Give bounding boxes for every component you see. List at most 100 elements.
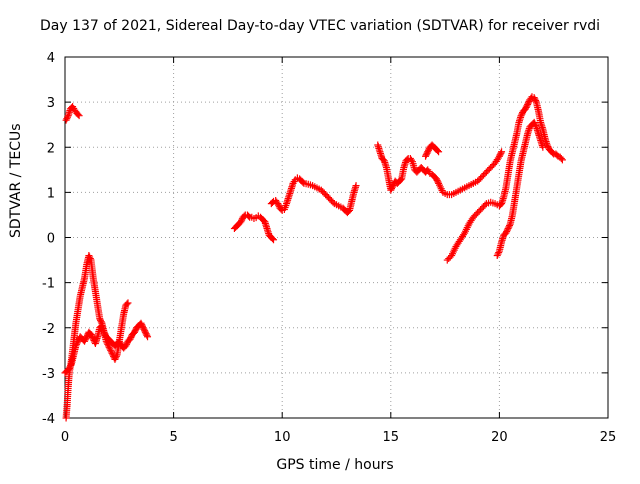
data-point xyxy=(558,156,566,164)
data-point xyxy=(89,334,97,342)
data-point xyxy=(66,363,74,371)
data-point xyxy=(141,327,149,335)
x-tick-label: 5 xyxy=(169,430,177,445)
data-point xyxy=(81,336,89,344)
data-point xyxy=(123,340,131,348)
data-point xyxy=(86,253,94,261)
data-point xyxy=(138,322,146,330)
x-tick-label: 25 xyxy=(600,430,617,445)
data-point xyxy=(101,330,109,338)
data-point xyxy=(495,152,503,160)
data-point xyxy=(503,226,511,234)
data-point xyxy=(530,94,538,102)
data-point xyxy=(532,121,540,129)
data-point xyxy=(67,361,75,369)
data-point xyxy=(64,113,72,121)
data-point xyxy=(389,182,397,190)
x-tick-label: 15 xyxy=(383,430,400,445)
data-point xyxy=(138,321,146,329)
data-point xyxy=(74,337,82,345)
y-tick-label: -1 xyxy=(42,277,55,292)
data-point xyxy=(112,354,120,362)
data-point xyxy=(96,316,104,324)
y-axis-label: SDTVAR / TECUs xyxy=(8,123,24,238)
data-point xyxy=(74,111,82,119)
data-point xyxy=(557,155,565,163)
data-point xyxy=(73,340,81,348)
data-point xyxy=(433,147,441,155)
data-point xyxy=(517,112,525,120)
x-tick-label: 10 xyxy=(274,430,291,445)
data-point xyxy=(435,148,443,156)
data-point xyxy=(85,252,93,260)
data-point xyxy=(72,342,80,350)
data-point xyxy=(495,249,503,257)
data-point xyxy=(139,324,147,332)
data-point xyxy=(544,142,552,150)
data-point xyxy=(73,339,81,347)
x-tick-label: 0 xyxy=(61,430,69,445)
data-point xyxy=(107,346,115,354)
data-point xyxy=(387,186,395,194)
data-point xyxy=(122,342,130,350)
data-point xyxy=(275,201,283,209)
data-point xyxy=(141,328,149,336)
data-point xyxy=(531,120,539,128)
data-point xyxy=(96,315,104,323)
data-point xyxy=(524,100,532,108)
data-point xyxy=(274,200,282,208)
data-point xyxy=(86,255,94,263)
data-point xyxy=(137,319,145,327)
data-point xyxy=(127,334,135,342)
data-point xyxy=(81,337,89,345)
data-point xyxy=(352,182,360,190)
data-point xyxy=(494,250,502,258)
y-tick-label: 3 xyxy=(47,96,55,111)
data-point xyxy=(143,331,151,339)
data-point xyxy=(498,148,506,156)
data-point xyxy=(140,325,148,333)
data-point xyxy=(522,103,530,111)
data-point xyxy=(238,216,246,224)
data-point xyxy=(434,178,442,186)
data-point xyxy=(329,198,337,206)
data-point xyxy=(142,330,150,338)
data-point xyxy=(88,332,96,340)
y-tick-label: -2 xyxy=(42,322,55,337)
data-point xyxy=(100,328,108,336)
data-point xyxy=(505,223,513,231)
data-point xyxy=(268,235,276,243)
data-point xyxy=(497,149,505,157)
y-tick-label: 2 xyxy=(47,141,55,156)
chart-title: Day 137 of 2021, Sidereal Day-to-day VTE… xyxy=(39,18,601,34)
data-point xyxy=(532,97,540,105)
data-point xyxy=(397,176,405,184)
data-point xyxy=(111,355,119,363)
data-point xyxy=(531,95,539,103)
data-point xyxy=(518,110,526,118)
data-point xyxy=(104,342,112,350)
data-point xyxy=(422,152,430,160)
data-point xyxy=(549,149,557,157)
data-point xyxy=(116,339,124,347)
data-point xyxy=(424,146,432,154)
data-point xyxy=(521,105,529,113)
data-point xyxy=(432,175,440,183)
data-point xyxy=(527,94,535,102)
data-point xyxy=(144,333,152,341)
data-point xyxy=(131,328,139,336)
data-point xyxy=(112,352,120,360)
data-point xyxy=(270,236,278,244)
data-point xyxy=(237,218,245,226)
data-point xyxy=(503,227,511,235)
data-point xyxy=(107,348,115,356)
y-tick-label: -4 xyxy=(42,412,55,427)
x-axis-label: GPS time / hours xyxy=(276,457,394,473)
y-tick-label: 4 xyxy=(47,51,55,66)
data-point xyxy=(124,299,132,307)
data-point xyxy=(433,176,441,184)
data-point xyxy=(299,178,307,186)
data-point xyxy=(539,143,547,151)
data-point xyxy=(126,335,134,343)
